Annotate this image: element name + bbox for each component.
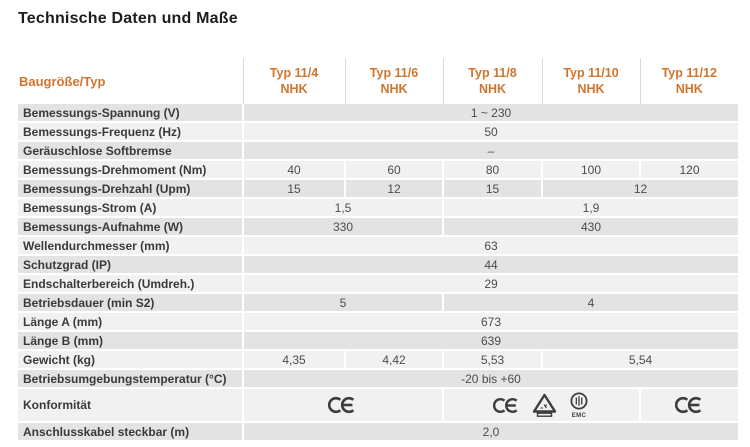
row-label: Länge A (mm): [18, 312, 243, 332]
value-cell: 12: [344, 179, 443, 199]
table-row-anschlusskabel: Anschlusskabel steckbar (m) 2,0: [18, 422, 738, 442]
value-cell: –: [242, 141, 738, 161]
value-cell: 4: [442, 293, 738, 313]
conformity-cell-typ4-6: [242, 388, 443, 423]
table-row-bemessungs-strom: Bemessungs-Strom (A) 1,5 1,9: [18, 198, 738, 218]
value-cell: -20 bis +60: [242, 369, 738, 389]
value-cell: 330: [242, 217, 443, 237]
column-header-typ-11-10: Typ 11/10 NHK: [541, 58, 640, 104]
row-label: Bemessungs-Strom (A): [18, 198, 243, 218]
column-header-typ-11-4: Typ 11/4 NHK: [242, 58, 345, 104]
value-cell: 673: [242, 312, 738, 332]
value-cell: 100: [541, 160, 640, 180]
value-cell: 1,5: [242, 198, 443, 218]
column-header-baugroesse-typ: Baugröße/Typ: [18, 58, 243, 104]
row-label: Bemessungs-Aufnahme (W): [18, 217, 243, 237]
value-cell: 50: [242, 122, 738, 142]
row-label: Konformität: [18, 388, 243, 423]
value-cell: 15: [242, 179, 345, 199]
value-cell: 80: [442, 160, 542, 180]
table-row-betriebsdauer: Betriebsdauer (min S2) 5 4: [18, 293, 738, 313]
table-row-endschalterbereich: Endschalterbereich (Umdreh.) 29: [18, 274, 738, 294]
value-cell: 5,53: [442, 350, 542, 370]
table-row-bemessungs-drehzahl: Bemessungs-Drehzahl (Upm) 15 12 15 12: [18, 179, 738, 199]
row-label: Gewicht (kg): [18, 350, 243, 370]
table-row-laenge-b: Länge B (mm) 639: [18, 331, 738, 351]
table-row-schutzgrad: Schutzgrad (IP) 44: [18, 255, 738, 275]
table-row-konformitaet: Konformität: [18, 388, 738, 423]
table-row-betriebsumgebungstemperatur: Betriebsumgebungstemperatur (°C) -20 bis…: [18, 369, 738, 389]
table-header-row: Baugröße/Typ Typ 11/4 NHK Typ 11/6 NHK T…: [18, 58, 738, 104]
ce-mark-icon: [328, 396, 355, 414]
table-row-gewicht: Gewicht (kg) 4,35 4,42 5,53 5,54: [18, 350, 738, 370]
value-cell: 430: [442, 217, 738, 237]
ce-mark-icon: [493, 397, 518, 413]
row-label: Bemessungs-Drehmoment (Nm): [18, 160, 243, 180]
row-label: Länge B (mm): [18, 331, 243, 351]
column-header-typ-11-6: Typ 11/6 NHK: [344, 58, 443, 104]
ce-mark-icon: [674, 396, 701, 414]
page-title: Technische Daten und Maße: [18, 10, 238, 27]
value-cell: 44: [242, 255, 738, 275]
value-cell: 40: [242, 160, 345, 180]
value-cell: 5: [242, 293, 443, 313]
value-cell: 4,42: [344, 350, 443, 370]
row-label: Wellendurchmesser (mm): [18, 236, 243, 256]
table-row-bemessungs-drehmoment: Bemessungs-Drehmoment (Nm) 40 60 80 100 …: [18, 160, 738, 180]
value-cell: 2,0: [242, 422, 738, 442]
column-header-typ-11-8: Typ 11/8 NHK: [442, 58, 542, 104]
value-cell: 5,54: [541, 350, 738, 370]
value-cell: 29: [242, 274, 738, 294]
row-label: Bemessungs-Spannung (V): [18, 104, 243, 123]
conformity-cell-typ12: [639, 388, 738, 423]
table-row-bemessungs-spannung: Bemessungs-Spannung (V) 1 ~ 230: [18, 104, 738, 123]
row-label: Betriebsdauer (min S2): [18, 293, 243, 313]
value-cell: 60: [344, 160, 443, 180]
value-cell: 12: [541, 179, 738, 199]
table-row-wellendurchmesser: Wellendurchmesser (mm) 63: [18, 236, 738, 256]
emc-mark-icon: EMC: [570, 392, 588, 419]
table-row-bemessungs-aufnahme: Bemessungs-Aufnahme (W) 330 430: [18, 217, 738, 237]
table-row-geraeuschlose-softbremse: Geräuschlose Softbremse –: [18, 141, 738, 161]
value-cell: 1 ~ 230: [242, 104, 738, 123]
row-label: Bemessungs-Drehzahl (Upm): [18, 179, 243, 199]
certification-triangle-icon: [532, 393, 557, 417]
row-label: Schutzgrad (IP): [18, 255, 243, 275]
column-header-typ-11-12: Typ 11/12 NHK: [639, 58, 738, 104]
value-cell: 15: [442, 179, 542, 199]
row-label: Anschlusskabel steckbar (m): [18, 422, 243, 442]
row-label: Betriebsumgebungstemperatur (°C): [18, 369, 243, 389]
conformity-cell-typ8-10: EMC: [442, 388, 640, 423]
value-cell: 120: [639, 160, 738, 180]
table-row-bemessungs-frequenz: Bemessungs-Frequenz (Hz) 50: [18, 122, 738, 142]
technical-data-table: Baugröße/Typ Typ 11/4 NHK Typ 11/6 NHK T…: [18, 58, 738, 442]
table-row-laenge-a: Länge A (mm) 673: [18, 312, 738, 332]
value-cell: 1,9: [442, 198, 738, 218]
value-cell: 63: [242, 236, 738, 256]
row-label: Geräuschlose Softbremse: [18, 141, 243, 161]
value-cell: 4,35: [242, 350, 345, 370]
row-label: Endschalterbereich (Umdreh.): [18, 274, 243, 294]
value-cell: 639: [242, 331, 738, 351]
svg-text:EMC: EMC: [572, 413, 587, 419]
row-label: Bemessungs-Frequenz (Hz): [18, 122, 243, 142]
